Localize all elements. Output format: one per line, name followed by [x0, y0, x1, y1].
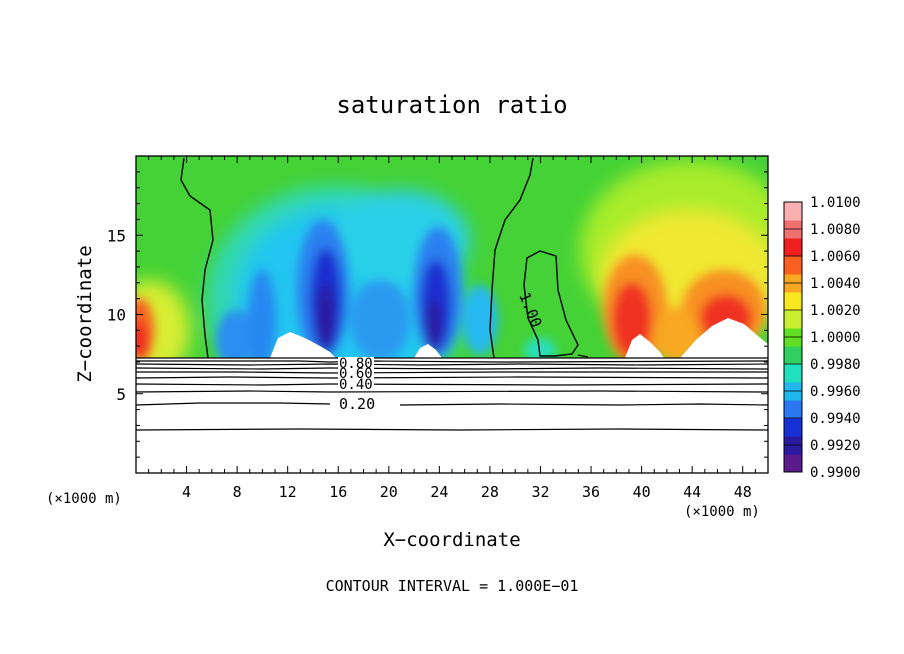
- x-unit-right: (×1000 m): [684, 504, 760, 520]
- colorbar-label: 1.0000: [810, 330, 861, 346]
- colorbar-label: 0.9940: [810, 411, 861, 427]
- x-tick-label: 4: [182, 483, 191, 501]
- colorbar-swatch: [784, 400, 802, 419]
- colorbar-label: 1.0040: [810, 276, 861, 292]
- x-tick-label: 16: [329, 483, 347, 501]
- colorbar-label: 0.9980: [810, 357, 861, 373]
- y-tick-label: 10: [107, 306, 126, 325]
- x-tick-label: 40: [633, 483, 651, 501]
- y-tick-label: 5: [116, 385, 126, 404]
- x-axis-label: X−coordinate: [383, 529, 520, 551]
- y-axis-label: Z−coordinate: [74, 245, 96, 382]
- colorbar-swatch: [784, 292, 802, 311]
- x-tick-label: 8: [233, 483, 242, 501]
- colorbar-label: 1.0020: [810, 303, 861, 319]
- colorbar-swatch: [784, 346, 802, 365]
- colorbar-swatch: [784, 310, 802, 329]
- surface-contours: [135, 357, 769, 431]
- contour-label-0-40: 0.40: [339, 377, 373, 393]
- colorbar-swatch: [784, 202, 802, 221]
- colorbar-swatch: [784, 238, 802, 257]
- surface-contour-labels: 0.80 0.60 0.40 0.20: [334, 356, 376, 413]
- x-axis-ticks: 4 8 12 16 20 24 28 32 36 40 44 48: [148, 156, 756, 501]
- contour-lines: [180, 157, 589, 359]
- y-tick-label: 15: [107, 226, 126, 245]
- x-tick-label: 20: [380, 483, 398, 501]
- contour-interval-note: CONTOUR INTERVAL = 1.000E−01: [326, 577, 579, 595]
- colorbar-label: 0.9920: [810, 438, 861, 454]
- colorbar-swatch: [784, 454, 802, 473]
- colorbar: 1.0100 1.0080 1.0060 1.0040 1.0020 1.0000 0.99…: [783, 195, 861, 481]
- colorbar-label: 1.0080: [810, 222, 861, 238]
- contour-label-0-20: 0.20: [339, 395, 375, 413]
- colorbar-label: 1.0100: [810, 195, 861, 211]
- x-tick-label: 28: [481, 483, 499, 501]
- lower-region: [136, 358, 768, 473]
- x-tick-label: 32: [531, 483, 549, 501]
- colorbar-label: 0.9900: [810, 465, 861, 481]
- x-tick-label: 44: [683, 483, 701, 501]
- x-tick-label: 48: [734, 483, 752, 501]
- colorbar-swatch: [784, 364, 802, 383]
- chart-title: saturation ratio: [336, 91, 567, 119]
- y-axis-ticks: 5 10 15: [107, 171, 768, 458]
- x-tick-label: 12: [279, 483, 297, 501]
- x-unit-left: (×1000 m): [46, 491, 122, 507]
- colorbar-label: 1.0060: [810, 249, 861, 265]
- colorbar-swatch: [784, 256, 802, 275]
- contour-label-0-60: 0.60: [339, 366, 373, 382]
- colorbar-swatch: [784, 418, 802, 437]
- x-tick-label: 24: [430, 483, 448, 501]
- colorbar-label: 0.9960: [810, 384, 861, 400]
- x-tick-label: 36: [582, 483, 600, 501]
- heatmap-field: [136, 156, 768, 358]
